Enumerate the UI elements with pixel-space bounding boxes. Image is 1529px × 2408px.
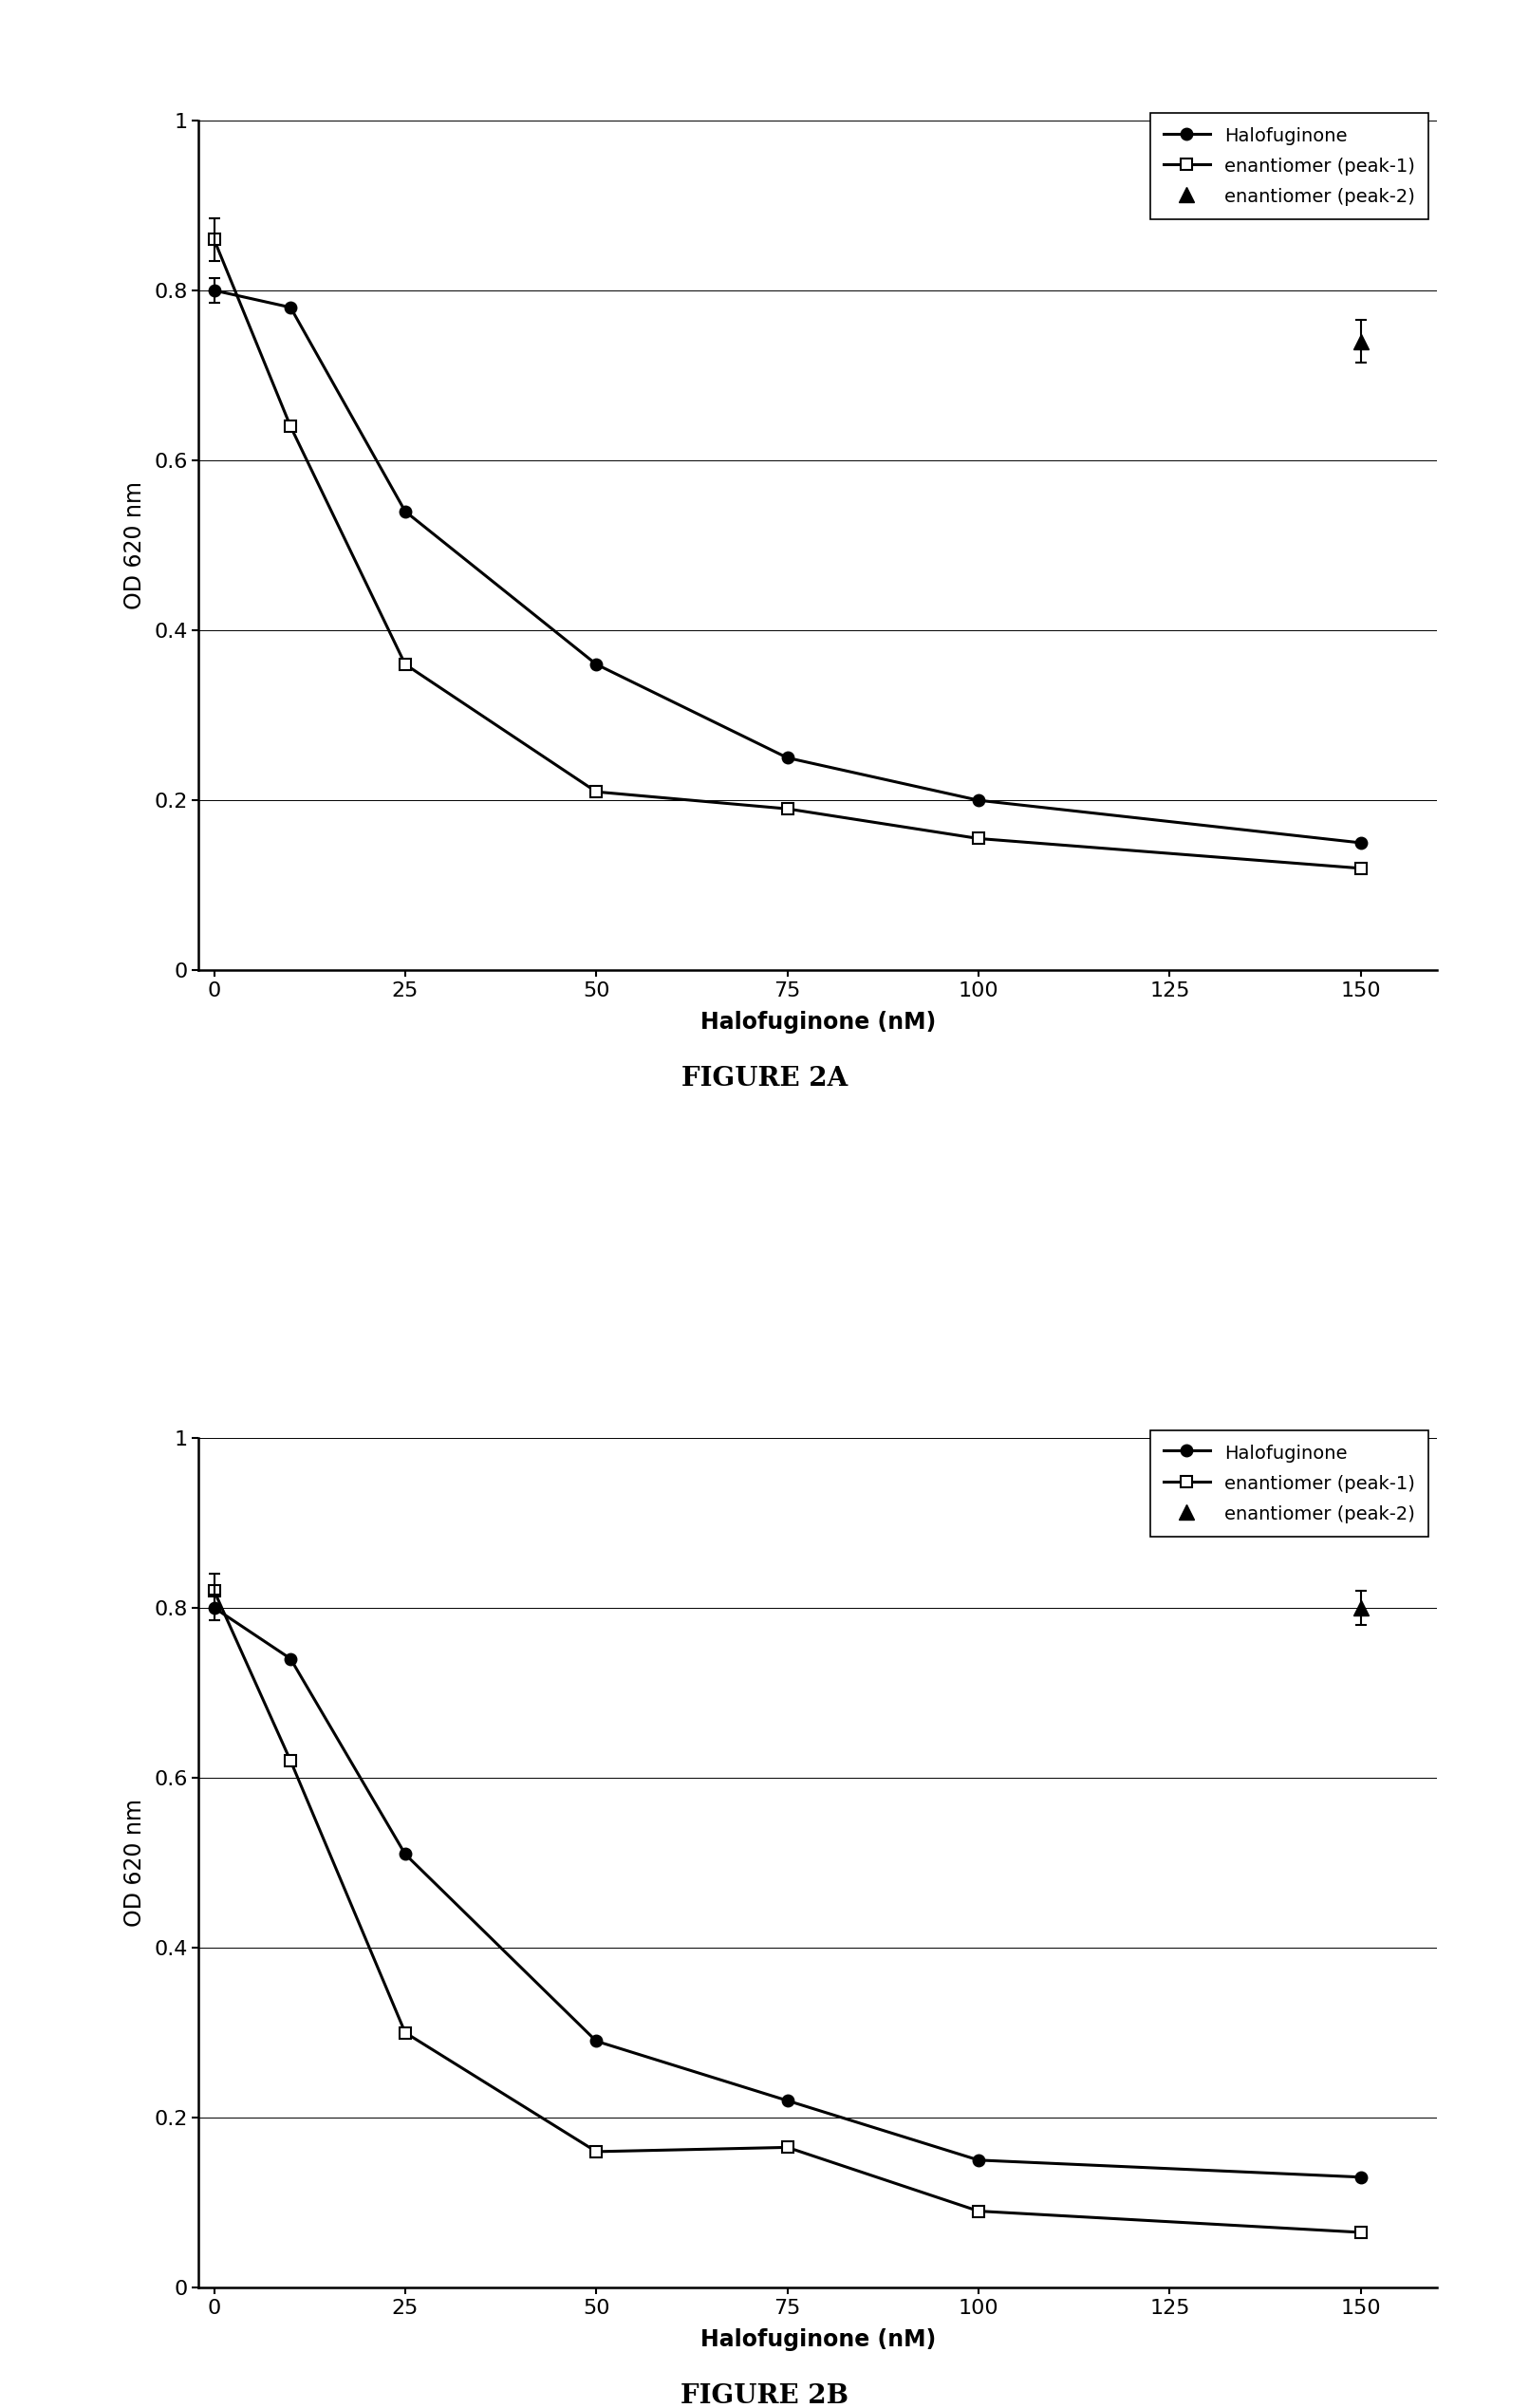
Halofuginone (205, 277, 223, 306)
X-axis label: Halofuginone (nM): Halofuginone (nM) (700, 1011, 936, 1033)
enantiomer (peak-1) (587, 778, 605, 807)
Halofuginone (396, 496, 414, 525)
Halofuginone (1352, 828, 1370, 857)
Halofuginone (969, 785, 988, 814)
enantiomer (peak-1) (205, 1577, 223, 1606)
enantiomer (peak-1) (969, 824, 988, 852)
enantiomer (peak-1) (1352, 2218, 1370, 2247)
enantiomer (peak-1) (281, 1746, 300, 1775)
Y-axis label: OD 620 nm: OD 620 nm (124, 482, 147, 609)
enantiomer (peak-1) (1352, 855, 1370, 884)
enantiomer (peak-1) (587, 2138, 605, 2167)
Line: enantiomer (peak-1): enantiomer (peak-1) (208, 1584, 1367, 2239)
enantiomer (peak-1) (205, 224, 223, 253)
Halofuginone (778, 744, 797, 773)
enantiomer (peak-1) (778, 795, 797, 824)
enantiomer (peak-1) (396, 650, 414, 679)
Text: FIGURE 2B: FIGURE 2B (680, 2384, 849, 2408)
Halofuginone (281, 294, 300, 323)
enantiomer (peak-1) (281, 412, 300, 441)
Text: FIGURE 2A: FIGURE 2A (682, 1067, 847, 1091)
enantiomer (peak-1) (396, 2018, 414, 2047)
Halofuginone (587, 650, 605, 679)
Line: enantiomer (peak-1): enantiomer (peak-1) (208, 234, 1367, 874)
Line: Halofuginone: Halofuginone (208, 1601, 1367, 2184)
Legend: Halofuginone, enantiomer (peak-1), enantiomer (peak-2): Halofuginone, enantiomer (peak-1), enant… (1151, 1430, 1428, 1536)
Halofuginone (205, 1594, 223, 1623)
Y-axis label: OD 620 nm: OD 620 nm (124, 1799, 147, 1926)
enantiomer (peak-1) (969, 2196, 988, 2225)
Halofuginone (587, 2028, 605, 2056)
Legend: Halofuginone, enantiomer (peak-1), enantiomer (peak-2): Halofuginone, enantiomer (peak-1), enant… (1151, 113, 1428, 219)
Line: Halofuginone: Halofuginone (208, 284, 1367, 848)
X-axis label: Halofuginone (nM): Halofuginone (nM) (700, 2329, 936, 2350)
Halofuginone (969, 2146, 988, 2174)
Halofuginone (396, 1840, 414, 1869)
Halofuginone (1352, 2162, 1370, 2191)
enantiomer (peak-1) (778, 2133, 797, 2162)
Halofuginone (281, 1645, 300, 1674)
Halofuginone (778, 2085, 797, 2114)
